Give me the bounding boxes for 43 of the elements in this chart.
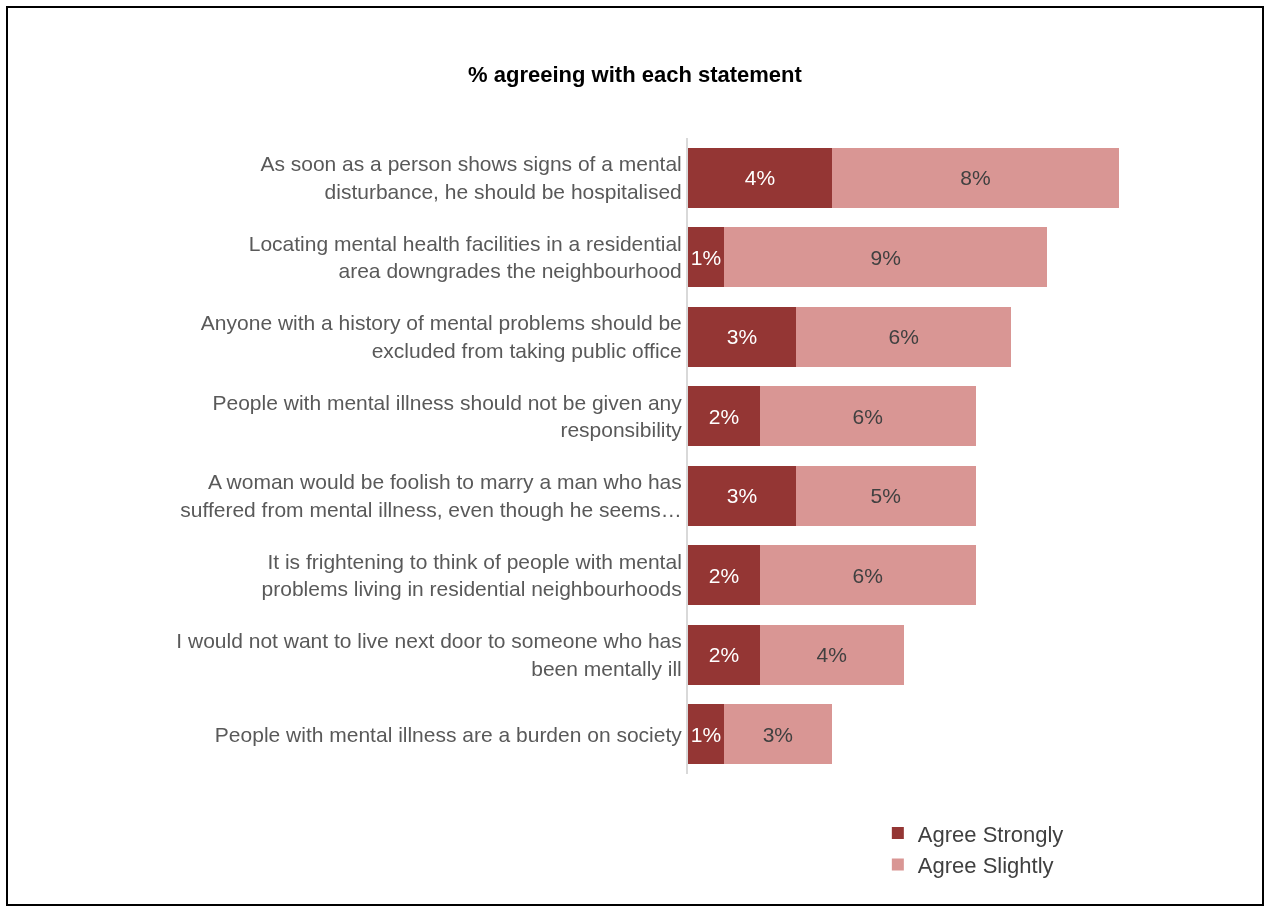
- legend-label: Agree Slightly: [917, 853, 1054, 879]
- data-label: 5%: [870, 484, 901, 508]
- data-label: 3%: [726, 325, 758, 349]
- bar: [688, 624, 760, 685]
- data-label: 4%: [816, 643, 847, 667]
- bar: [688, 147, 832, 208]
- chart-title: % agreeing with each statement: [468, 61, 803, 87]
- data-label: 1%: [690, 245, 722, 269]
- data-label: 9%: [870, 245, 901, 269]
- bar: [759, 386, 976, 447]
- bar: [688, 704, 724, 765]
- bar: [831, 147, 1120, 208]
- bar: [723, 227, 1048, 288]
- data-label: 3%: [726, 484, 758, 508]
- y-tick-label: As soon as a person shows signs of a mental disturbance, he should be hospitalised: [260, 152, 682, 203]
- data-label: 2%: [708, 643, 740, 667]
- bar: [723, 704, 832, 765]
- data-label: 6%: [852, 404, 883, 428]
- y-tick-label: A woman would be foolish to marry a man who has suffered from mental illness, even though he seems…: [180, 470, 682, 521]
- data-label: 2%: [708, 563, 740, 587]
- y-tick-label: It is frightening to think of people with mental problems living in residential neighbourhoods: [261, 549, 682, 601]
- y-tick-label: People with mental illness should not be given any responsibility: [212, 390, 683, 442]
- bar: [688, 306, 796, 367]
- bar: [688, 545, 760, 606]
- data-label: 6%: [888, 325, 919, 349]
- bar: [759, 545, 976, 606]
- bar: [688, 386, 760, 447]
- legend-label: Agree Strongly: [917, 821, 1064, 847]
- bar: [759, 624, 904, 685]
- bar: [688, 465, 796, 526]
- data-label: 8%: [960, 166, 991, 190]
- y-tick-label: I would not want to live next door to someone who has been mentally ill: [176, 629, 682, 680]
- data-label: 4%: [744, 166, 776, 190]
- data-label: 6%: [852, 563, 883, 587]
- data-label: 1%: [690, 722, 722, 746]
- data-label: 3%: [762, 722, 794, 746]
- bar: [688, 227, 724, 288]
- y-tick-label: People with mental illness are a burden on society: [214, 722, 683, 746]
- data-label: 2%: [708, 404, 740, 428]
- y-tick-label: Locating mental health facilities in a residential area downgrades the neighbourhood: [248, 231, 682, 283]
- y-tick-label: Anyone with a history of mental problems should be excluded from taking public office: [200, 311, 682, 362]
- bar: [795, 465, 976, 526]
- bar: [795, 306, 1012, 367]
